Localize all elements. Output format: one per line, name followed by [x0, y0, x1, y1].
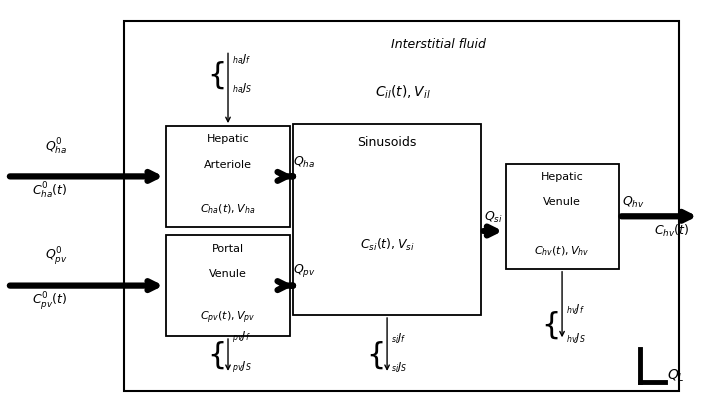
- Bar: [166, 235, 290, 336]
- Text: Sinusoids: Sinusoids: [358, 136, 416, 150]
- Text: $Q_{hv}$: $Q_{hv}$: [622, 195, 645, 210]
- Text: $C_{hv}(t)$: $C_{hv}(t)$: [654, 223, 689, 239]
- Bar: [166, 126, 290, 227]
- Bar: [124, 21, 679, 391]
- Text: $_{ha}J_f$: $_{ha}J_f$: [232, 52, 251, 66]
- Text: $\{$: $\{$: [366, 339, 384, 371]
- Text: Hepatic: Hepatic: [206, 134, 250, 144]
- Text: $C_{ha}(t),V_{ha}$: $C_{ha}(t),V_{ha}$: [200, 203, 256, 216]
- Text: $C_{hv}(t),V_{hv}$: $C_{hv}(t),V_{hv}$: [534, 245, 590, 258]
- Text: $Q_{si}$: $Q_{si}$: [484, 210, 503, 225]
- Text: $Q_{pv}$: $Q_{pv}$: [293, 262, 316, 279]
- Text: $C^0_{ha}(t)$: $C^0_{ha}(t)$: [32, 181, 67, 201]
- Text: $Q_L$: $Q_L$: [667, 368, 684, 384]
- Text: $Q_{ha}$: $Q_{ha}$: [293, 155, 315, 170]
- Text: $\{$: $\{$: [207, 339, 225, 371]
- Text: $C_{si}(t),V_{si}$: $C_{si}(t),V_{si}$: [360, 236, 414, 253]
- Text: $C^0_{pv}(t)$: $C^0_{pv}(t)$: [32, 290, 67, 312]
- Text: Portal: Portal: [212, 244, 244, 254]
- Text: $_{pv}J_f$: $_{pv}J_f$: [232, 330, 250, 346]
- Text: $\{$: $\{$: [207, 60, 225, 92]
- Text: $_{si}J_S$: $_{si}J_S$: [390, 360, 407, 375]
- Text: $Q^0_{pv}$: $Q^0_{pv}$: [45, 245, 68, 267]
- Text: $C_{pv}(t),V_{pv}$: $C_{pv}(t),V_{pv}$: [200, 309, 256, 326]
- Text: $\{$: $\{$: [541, 310, 559, 341]
- Text: $Q^0_{ha}$: $Q^0_{ha}$: [45, 137, 68, 158]
- Text: $_{si}J_f$: $_{si}J_f$: [390, 331, 407, 345]
- Text: $_{ha}J_S$: $_{ha}J_S$: [232, 81, 252, 95]
- Text: $C_{il}(t),V_{il}$: $C_{il}(t),V_{il}$: [375, 84, 431, 101]
- Text: Venule: Venule: [543, 197, 581, 207]
- Text: $_{hv}J_f$: $_{hv}J_f$: [566, 302, 585, 316]
- Text: $_{hv}J_S$: $_{hv}J_S$: [566, 331, 585, 345]
- Text: Hepatic: Hepatic: [541, 172, 583, 182]
- Bar: [293, 124, 481, 315]
- Text: Interstitial fluid: Interstitial fluid: [391, 38, 486, 51]
- Bar: [506, 164, 619, 269]
- Text: $_{pv}J_S$: $_{pv}J_S$: [232, 359, 252, 376]
- Text: Arteriole: Arteriole: [204, 160, 252, 170]
- Text: Venule: Venule: [209, 269, 247, 279]
